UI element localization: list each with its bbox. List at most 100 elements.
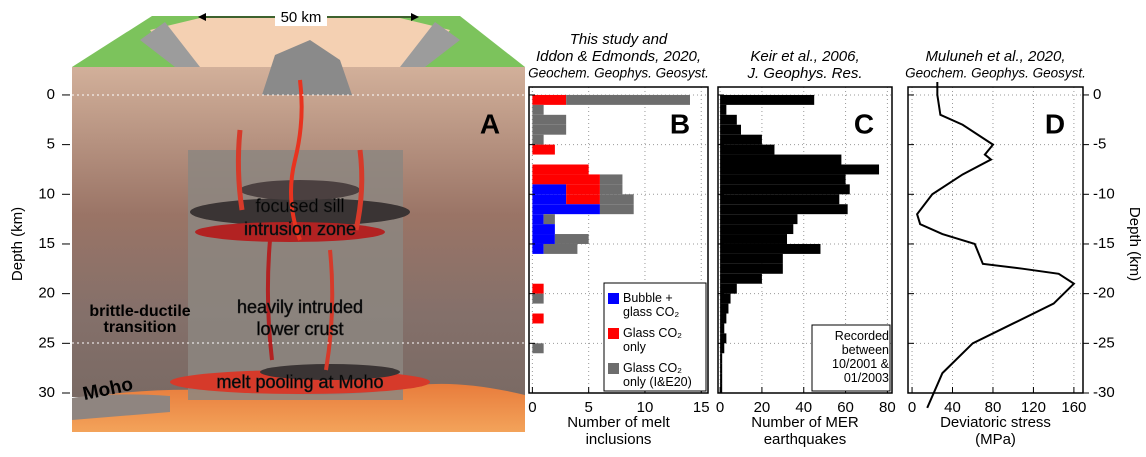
annotation: transition [104,319,177,336]
y-tick-label: -25 [1093,334,1115,351]
annotation: lower crust [256,319,343,339]
bar [720,303,729,314]
profile-line [915,82,1076,409]
bar [532,134,544,145]
bar [720,194,840,205]
y-tick-label: 0 [1093,86,1101,103]
x-tick-label: 160 [1061,399,1086,416]
bar [720,373,723,384]
bar [720,214,798,225]
x-tick-label: 40 [795,399,812,416]
bar [720,154,842,165]
bar [720,273,762,284]
bar [543,214,555,225]
chart-title: J. Geophys. Res. [746,65,862,82]
chart-title: Iddon & Edmonds, 2020, [536,48,701,65]
panel-letter: A [480,108,500,139]
x-tick-label: 120 [1021,399,1046,416]
x-tick-label: 10 [637,399,654,416]
y-tick-label: 5 [47,136,55,153]
bar [720,263,783,274]
bar [599,194,634,205]
note-box [811,324,891,392]
annotation: melt pooling at Moho [216,372,383,392]
x-tick-label: 15 [693,399,710,416]
legend-box [603,282,707,392]
x-tick-label: 0 [908,399,916,416]
y-tick-label: 25 [38,334,55,351]
bar [720,343,725,354]
bar [532,104,544,115]
bar [532,204,600,215]
panel-letter: D [1045,108,1065,139]
x-tick-label: 20 [754,399,771,416]
bar [720,243,821,254]
bar [532,224,555,235]
bar [720,234,788,244]
y-tick-label: 30 [38,384,55,401]
bar [532,164,589,175]
bar [720,124,742,135]
annotation: focused sill [255,196,344,216]
legend-label: Bubble + glass CO₂ [623,291,680,319]
bar [599,174,623,185]
y-tick-label: 0 [47,86,55,103]
bar [720,333,727,344]
bar [720,204,848,215]
bar [720,144,775,155]
y-tick-label: -5 [1093,136,1106,153]
y-axis-label: Depth (km) [9,207,26,281]
x-tick-label: 0 [716,399,724,416]
bar [532,114,567,125]
scale-label: 50 km [281,9,322,26]
bar [720,94,815,105]
annotation: brittle-ductile [89,303,190,320]
legend-label: Glass CO₂ only [623,326,683,354]
bar [532,214,544,225]
legend-swatch [608,328,619,339]
chart-title: Keir et al., 2006, [750,48,859,65]
legend-label: Glass CO₂ only (I&E20) [623,361,692,389]
bar [720,323,725,334]
bar [532,293,544,304]
bar [566,184,600,195]
chart-title: This study and [570,31,668,48]
legend-swatch [608,293,619,304]
y-tick-label: -30 [1093,384,1115,401]
panel-letter: B [670,108,690,139]
panel-letter: C [854,108,874,139]
bar [720,353,723,364]
chart-title: Geochem. Geophys. Geosyst. [905,66,1086,81]
plot-frame [907,86,1084,394]
bar [720,383,723,393]
y-tick-label: -15 [1093,235,1115,252]
bar [532,313,544,324]
bar [554,234,589,244]
y-tick-label: 20 [38,285,55,302]
bar [532,144,555,155]
bar [720,224,794,235]
x-tick-label: 5 [584,399,592,416]
bar [532,343,544,354]
bar [532,174,600,185]
bar [720,313,727,324]
x-tick-label: 80 [985,399,1002,416]
bar [532,124,567,135]
bar [599,204,634,215]
bar [720,104,727,115]
y2-axis-label: Depth (km) [1126,207,1143,281]
chart-title: Muluneh et al., 2020, [925,48,1065,65]
bar [720,174,846,185]
bar [566,94,690,105]
illustration [72,8,525,432]
annotation: intrusion zone [244,219,356,239]
bar [720,114,737,125]
x-tick-label: 40 [944,399,961,416]
x-tick-label: 60 [837,399,854,416]
bar [543,243,578,254]
bar [532,194,567,205]
legend-swatch [608,363,619,374]
bar [532,184,567,195]
